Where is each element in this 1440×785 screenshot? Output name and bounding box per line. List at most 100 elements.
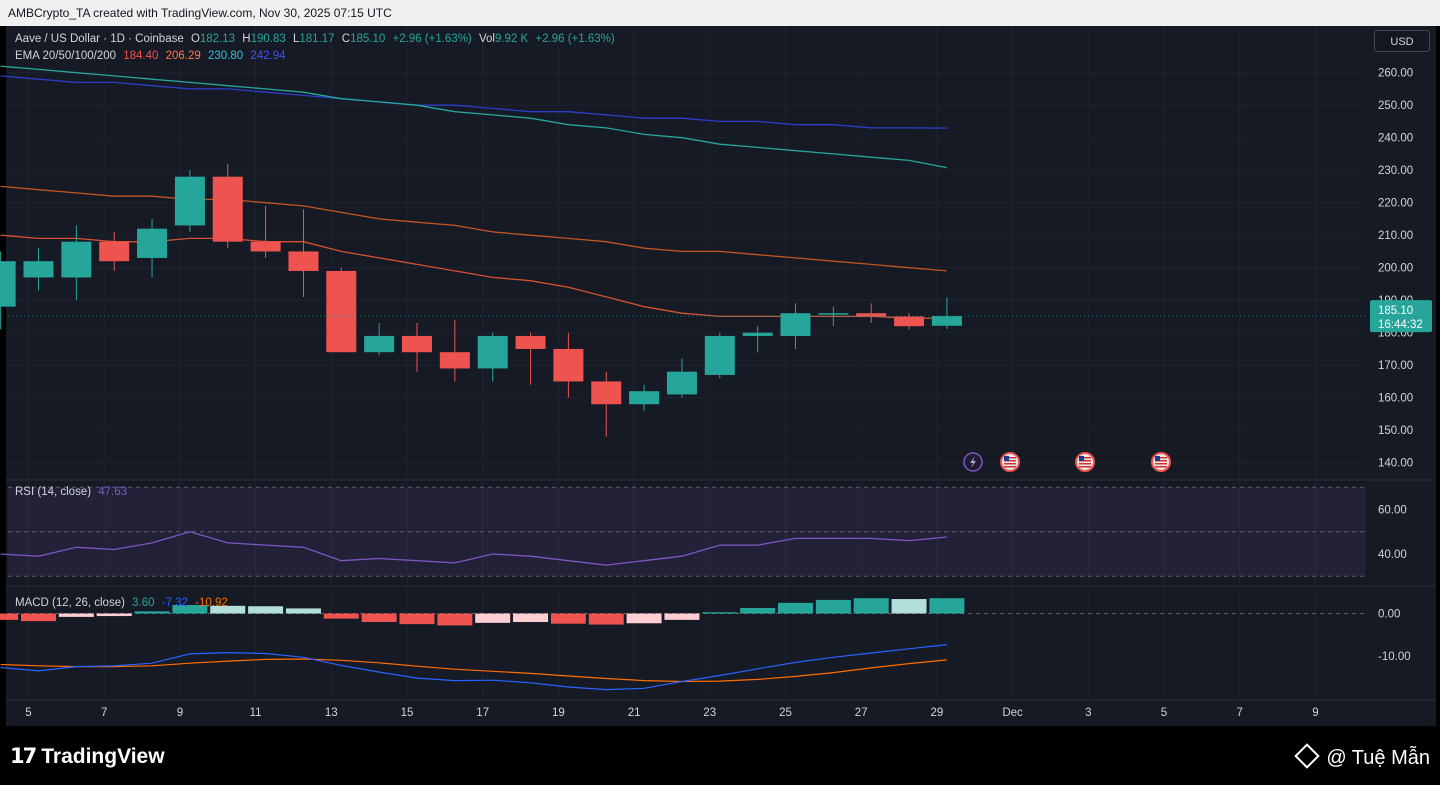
flag-canton xyxy=(1155,456,1160,461)
tradingview-mark-icon: 17 xyxy=(10,744,37,768)
candle-body xyxy=(0,261,16,307)
change-value: +2.96 (+1.63%) xyxy=(392,33,472,45)
time-axis-tick-label: 5 xyxy=(1161,707,1167,719)
candle-body xyxy=(780,313,811,336)
macd-histogram-bar xyxy=(285,608,321,614)
price-axis-tick-label: 160.00 xyxy=(1378,393,1413,405)
macd-line-value: -7.32 xyxy=(161,597,188,609)
macd-histogram-bar xyxy=(891,599,927,614)
candle-body xyxy=(742,332,773,336)
macd-histogram-bar xyxy=(815,599,851,614)
rsi-axis-tick-label: 60.00 xyxy=(1378,505,1407,517)
candle-body xyxy=(894,316,925,327)
currency-button[interactable]: USD xyxy=(1374,30,1430,52)
rsi-label: RSI (14, close) xyxy=(15,486,92,498)
macd-histogram-bar xyxy=(210,605,246,614)
ema50-line xyxy=(0,185,947,272)
macd-histogram-bar xyxy=(740,607,776,614)
high-label: H xyxy=(242,33,251,45)
price-axis-tick-label: 230.00 xyxy=(1378,165,1413,177)
time-axis-tick-label: 9 xyxy=(177,707,183,719)
time-axis-tick-label: 7 xyxy=(101,707,107,719)
candle-body xyxy=(931,316,962,326)
macd-histogram-bar xyxy=(96,613,132,617)
macd-histogram-bar xyxy=(248,606,284,614)
ema-label: EMA 20/50/100/200 xyxy=(15,50,117,62)
symbol-label: Aave / US Dollar · 1D · Coinbase xyxy=(15,33,184,45)
rsi-axis-tick-label: 40.00 xyxy=(1378,549,1407,561)
macd-histogram-bar xyxy=(550,613,586,624)
macd-label: MACD (12, 26, close) xyxy=(15,597,125,609)
price-axis-tick-label: 210.00 xyxy=(1378,230,1413,242)
macd-axis-tick-label: -10.00 xyxy=(1378,651,1411,663)
ema200-line xyxy=(0,75,947,129)
top-caption-bar: AMBCrypto_TA created with TradingView.co… xyxy=(0,0,1440,26)
macd-histogram-bar xyxy=(134,611,170,614)
close-label: C xyxy=(341,33,351,45)
price-axis-tick-label: 260.00 xyxy=(1378,68,1413,80)
candle-body xyxy=(326,270,357,353)
chart-caption: AMBCrypto_TA created with TradingView.co… xyxy=(8,6,392,20)
volume-change: +2.96 (+1.63%) xyxy=(535,33,615,45)
watermark-text: @ Tuệ Mẫn xyxy=(1326,747,1430,769)
us-flag-icon xyxy=(1000,452,1020,472)
macd-signal-line xyxy=(0,658,947,683)
flag-stripe xyxy=(1079,466,1091,468)
ema200-value: 242.94 xyxy=(250,50,286,62)
lightning-bolt xyxy=(970,456,976,468)
candle-body xyxy=(666,371,697,395)
candle-body xyxy=(553,348,584,382)
ema100-line xyxy=(0,65,948,169)
flag-canton xyxy=(1079,456,1084,461)
candle-body xyxy=(477,335,508,369)
footer: 17 TradingView @ Tuệ Mẫn xyxy=(0,726,1440,785)
candle-body xyxy=(61,241,92,278)
flag-stripe xyxy=(1079,463,1091,465)
time-axis-tick-label: 11 xyxy=(250,707,262,719)
time-axis-tick-label: 29 xyxy=(931,707,944,719)
price-legend: Aave / US Dollar · 1D · Coinbase O182.13… xyxy=(15,33,619,45)
macd-signal-value: -10.92 xyxy=(195,597,228,609)
volume-label: Vol xyxy=(478,33,495,45)
price-axis-tick-label: 250.00 xyxy=(1378,100,1413,112)
author-watermark: @ Tuệ Mẫn xyxy=(1294,743,1430,770)
macd-histogram-bar xyxy=(853,598,889,614)
candle-body xyxy=(212,176,243,242)
time-axis-tick-label: 23 xyxy=(703,707,716,719)
price-axis-tick-label: 220.00 xyxy=(1378,198,1413,210)
macd-histogram-bar xyxy=(626,613,662,624)
macd-histogram-bar xyxy=(58,613,94,617)
time-axis-tick-label: 25 xyxy=(779,707,792,719)
macd-histogram-bar xyxy=(475,613,511,623)
high-value: 190.83 xyxy=(250,33,286,45)
macd-histogram-bar xyxy=(323,613,359,619)
candle-body xyxy=(591,381,622,405)
time-axis-tick-label: 5 xyxy=(25,707,31,719)
candle-body xyxy=(402,335,432,353)
tradingview-logo-text: TradingView xyxy=(41,745,165,768)
candle-body xyxy=(288,251,319,271)
flag-stripe xyxy=(1079,457,1091,459)
candle-body xyxy=(629,391,660,405)
price-axis-tick-label: 150.00 xyxy=(1378,425,1413,437)
tradingview-logo[interactable]: 17 TradingView xyxy=(10,744,165,769)
candle-body xyxy=(856,313,887,317)
open-value: 182.13 xyxy=(199,33,236,45)
volume-value: 9.92 K xyxy=(494,33,529,45)
macd-line xyxy=(0,644,947,691)
price-axis-tick-label: 140.00 xyxy=(1378,458,1413,470)
binance-diamond-icon xyxy=(1294,743,1321,769)
macd-histogram-bar xyxy=(664,613,700,620)
candle-body xyxy=(704,335,735,375)
low-label: L xyxy=(292,33,300,45)
flag-stripe xyxy=(1155,457,1167,459)
macd-axis-tick-label: 0.00 xyxy=(1378,609,1400,621)
ema100-value: 230.80 xyxy=(208,50,244,62)
candle-body xyxy=(23,261,54,278)
time-axis-tick-label: 13 xyxy=(325,707,338,719)
flag-stripe xyxy=(1004,460,1016,462)
time-axis-tick-label: 9 xyxy=(1312,707,1318,719)
time-axis-tick-label: 21 xyxy=(628,707,641,719)
us-flag-icon xyxy=(1151,452,1171,472)
